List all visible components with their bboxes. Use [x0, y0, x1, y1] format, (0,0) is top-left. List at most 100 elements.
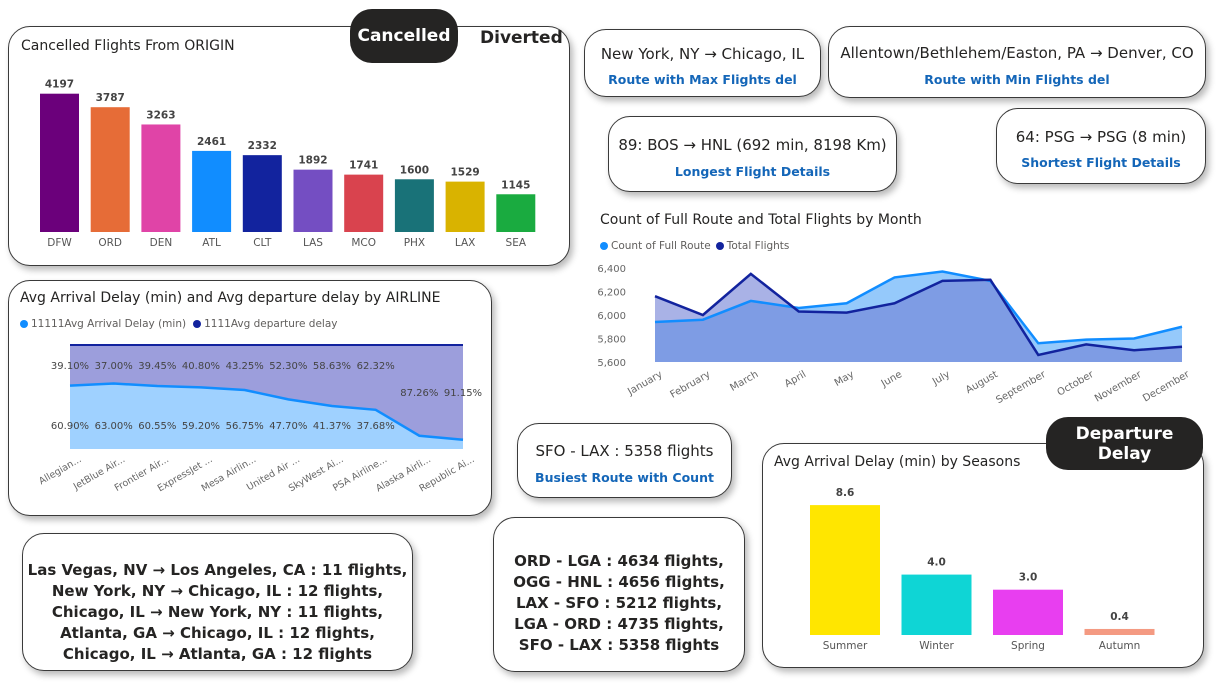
- data-label: 1529: [450, 167, 479, 179]
- cancelled-bar-chart: 4197 DFW 3787 ORD 3263 DEN 2461 ATL 2332 CLT 1892 L…: [40, 79, 536, 249]
- y-tick-label: 5,600: [597, 358, 626, 369]
- departure-data-label: 91.15%: [444, 388, 482, 399]
- legend-dot-arrival: [20, 320, 28, 328]
- x-tick-label: March: [728, 369, 760, 394]
- departure-data-label: 39.45%: [138, 361, 176, 372]
- legend-label-total-flights: Total Flights: [726, 240, 790, 252]
- bar: [993, 589, 1063, 635]
- list-item: LAX - SFO : 5212 flights,: [515, 594, 723, 612]
- data-label: 3787: [96, 92, 125, 104]
- departure-data-label: 40.80%: [182, 361, 220, 372]
- y-tick-label: 6,400: [597, 264, 626, 275]
- shortest-flight-label: Shortest Flight Details: [1021, 155, 1181, 170]
- x-tick-label: November: [1093, 369, 1144, 405]
- departure-data-label: 43.25%: [226, 361, 264, 372]
- arrival-data-label: 41.37%: [313, 421, 351, 432]
- x-tick-label: DFW: [47, 237, 72, 249]
- total-flights-area: [655, 273, 1182, 362]
- seasons-bar-chart: 8.6 Summer 4.0 Winter 3.0 Spring 0.4 Autumn: [810, 487, 1155, 652]
- list-item: New York, NY → Chicago, IL : 12 flights,: [51, 582, 384, 600]
- full-route-line: [654, 270, 1183, 345]
- list-item: Chicago, IL → Atlanta, GA : 12 flights: [62, 645, 373, 663]
- bar: [445, 181, 485, 232]
- x-tick-label: ORD: [98, 237, 122, 249]
- airline-legend: 11111Avg Arrival Delay (min) 1111Avg dep…: [20, 318, 338, 330]
- y-tick-label: 6,200: [597, 288, 626, 299]
- seasons-card: Avg Arrival Delay (min) by Seasons 8.6 Su…: [762, 443, 1204, 668]
- x-tick-label: Winter: [919, 640, 954, 652]
- data-label: 1892: [298, 155, 327, 167]
- list-item: ORD - LGA : 4634 flights,: [514, 552, 724, 570]
- x-tick-label: December: [1141, 369, 1192, 405]
- x-tick-label: PHX: [404, 237, 425, 249]
- chart-title: Avg Arrival Delay (min) by Seasons: [774, 454, 1021, 470]
- x-tick-label: SEA: [506, 237, 527, 249]
- longest-flight-label: Longest Flight Details: [674, 164, 831, 179]
- min-route-value: Allentown/Bethlehem/Easton, PA → Denver,…: [840, 44, 1194, 62]
- min-route-card: Allentown/Bethlehem/Easton, PA → Denver,…: [828, 26, 1206, 98]
- data-label: 4.0: [927, 557, 946, 569]
- tab-cancelled[interactable]: Cancelled: [350, 9, 458, 63]
- departure-delay-area: [70, 345, 463, 440]
- tab-departure-delay[interactable]: Departure Delay: [1046, 417, 1203, 470]
- legend-label-departure: 1111Avg departure delay: [204, 318, 338, 330]
- arrival-data-label: 60.55%: [138, 421, 176, 432]
- y-tick-label: 6,000: [597, 311, 626, 322]
- longest-flight-value: 89: BOS → HNL (692 min, 8198 Km): [618, 136, 887, 154]
- data-label: 0.4: [1110, 611, 1129, 623]
- arrival-data-label: 63.00%: [95, 421, 133, 432]
- bar: [496, 194, 536, 232]
- bar: [344, 174, 384, 232]
- data-label: 1741: [349, 160, 378, 172]
- tab-diverted[interactable]: Diverted: [480, 28, 563, 48]
- route-list-mid: ORD - LGA : 4634 flights, OGG - HNL : 46…: [494, 551, 744, 656]
- list-item: SFO - LAX : 5358 flights: [518, 636, 720, 654]
- data-label: 1600: [400, 164, 429, 176]
- x-tick-label: MCO: [351, 237, 376, 249]
- x-tick-label: Autumn: [1099, 640, 1141, 652]
- departure-data-label: 62.32%: [357, 361, 395, 372]
- data-label: 2332: [248, 140, 277, 152]
- arrival-data-label: 37.68%: [357, 421, 395, 432]
- arrival-delay-line: [69, 382, 464, 442]
- departure-data-label: 39.10%: [51, 361, 89, 372]
- bar: [141, 124, 181, 232]
- y-tick-label: 5,800: [597, 335, 626, 346]
- bar: [394, 179, 434, 232]
- x-tick-label: DEN: [150, 237, 173, 249]
- departure-data-label: 37.00%: [95, 361, 133, 372]
- busiest-route-card: SFO - LAX : 5358 flights Busiest Route w…: [517, 423, 732, 498]
- max-route-label: Route with Max Flights del: [608, 72, 797, 87]
- arrival-data-label: 56.75%: [226, 421, 264, 432]
- x-tick-label: April: [783, 369, 808, 390]
- x-tick-label: LAS: [303, 237, 323, 249]
- list-item: OGG - HNL : 4656 flights,: [513, 573, 725, 591]
- total-flights-line: [654, 272, 1183, 357]
- bar: [293, 169, 333, 232]
- x-tick-label: August: [964, 369, 1000, 396]
- max-route-card: New York, NY → Chicago, IL Route with Ma…: [584, 29, 821, 97]
- x-tick-label: July: [930, 369, 952, 388]
- route-list-mid-card: ORD - LGA : 4634 flights, OGG - HNL : 46…: [493, 517, 745, 672]
- departure-data-label: 87.26%: [400, 388, 438, 399]
- x-tick-label: January: [625, 369, 664, 398]
- bar: [1084, 628, 1155, 635]
- x-tick-label: Summer: [823, 640, 868, 652]
- x-tick-label: February: [669, 369, 713, 401]
- shortest-flight-card: 64: PSG → PSG (8 min) Shortest Flight De…: [996, 108, 1206, 184]
- data-label: 3.0: [1019, 572, 1038, 584]
- x-tick-label: October: [1056, 369, 1097, 399]
- data-label: 4197: [45, 79, 74, 91]
- data-label: 3263: [146, 109, 175, 121]
- airline-delay-card: Avg Arrival Delay (min) and Avg departur…: [8, 280, 492, 516]
- arrival-data-label: 47.70%: [269, 421, 307, 432]
- monthly-chart-title: Count of Full Route and Total Flights by…: [600, 212, 922, 228]
- arrival-delay-area: [70, 383, 463, 449]
- list-item: LGA - ORD : 4735 flights,: [514, 615, 724, 633]
- list-item: Atlanta, GA → Chicago, IL : 12 flights,: [60, 624, 375, 642]
- bar: [40, 93, 79, 232]
- bar: [242, 155, 282, 232]
- bar: [192, 150, 232, 232]
- cancelled-by-origin-card: Cancelled Flights From ORIGIN 4197 DFW 378…: [8, 26, 570, 266]
